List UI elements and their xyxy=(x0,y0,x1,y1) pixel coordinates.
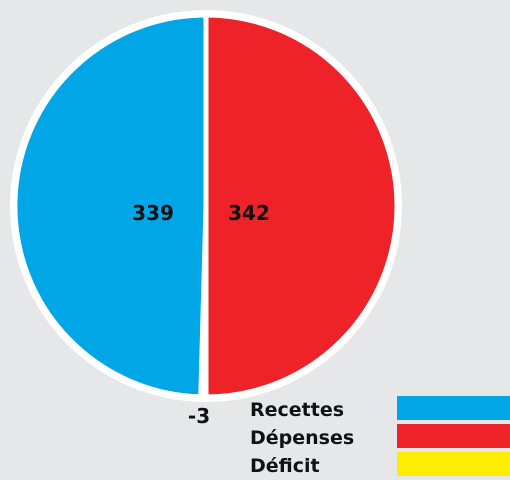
pie-slice-recettes xyxy=(12,12,209,400)
pie-slices xyxy=(12,12,400,400)
legend-item-deficit: Déficit xyxy=(250,452,510,480)
legend-swatch-deficit xyxy=(397,452,510,476)
legend-swatch-depenses xyxy=(397,424,510,448)
legend-swatch-recettes xyxy=(397,396,510,420)
slice-label-depenses: 342 xyxy=(228,201,270,225)
legend: Recettes Dépenses Déficit xyxy=(250,396,510,480)
legend-label-depenses: Dépenses xyxy=(250,427,355,449)
legend-item-recettes: Recettes xyxy=(250,396,510,424)
legend-label-recettes: Recettes xyxy=(250,399,345,421)
pie-slice-depenses xyxy=(203,12,400,400)
legend-item-depenses: Dépenses xyxy=(250,424,510,452)
slice-label-recettes: 339 xyxy=(132,201,174,225)
pie-slice-labels: 342 -3 339 xyxy=(132,201,270,428)
slice-label-deficit: -3 xyxy=(188,404,210,428)
legend-label-deficit: Déficit xyxy=(250,455,320,477)
